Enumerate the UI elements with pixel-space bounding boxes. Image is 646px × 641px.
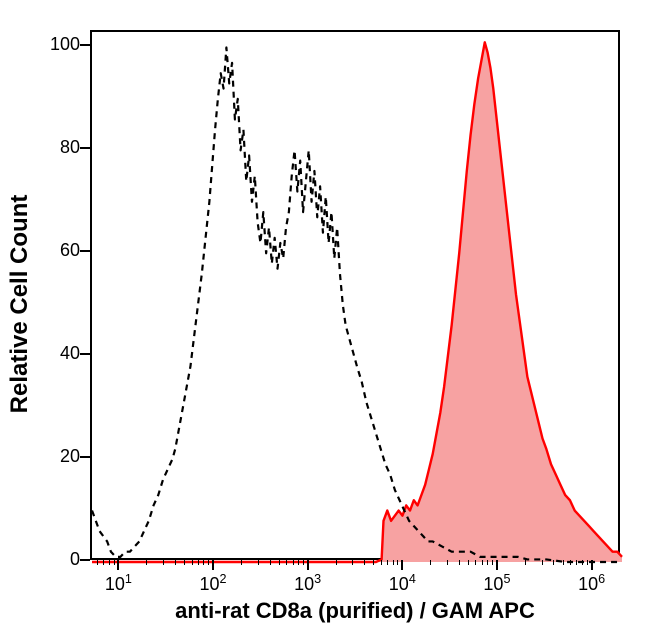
x-tick-mark bbox=[591, 560, 593, 570]
x-minor-tick-mark bbox=[97, 560, 98, 565]
x-minor-tick-mark bbox=[459, 560, 460, 565]
x-tick-label: 103 bbox=[286, 572, 330, 595]
x-minor-tick-mark bbox=[397, 560, 398, 565]
x-minor-tick-mark bbox=[279, 560, 280, 565]
x-tick-mark bbox=[401, 560, 403, 570]
x-minor-tick-mark bbox=[114, 560, 115, 565]
x-tick-mark bbox=[212, 560, 214, 570]
y-tick-mark bbox=[80, 44, 90, 46]
x-minor-tick-mark bbox=[553, 560, 554, 565]
x-minor-tick-mark bbox=[487, 560, 488, 565]
x-minor-tick-mark bbox=[293, 560, 294, 565]
x-minor-tick-mark bbox=[192, 560, 193, 565]
x-minor-tick-mark bbox=[570, 560, 571, 565]
x-minor-tick-mark bbox=[103, 560, 104, 565]
x-minor-tick-mark bbox=[352, 560, 353, 565]
x-minor-tick-mark bbox=[447, 560, 448, 565]
x-tick-label: 105 bbox=[475, 572, 519, 595]
x-minor-tick-mark bbox=[286, 560, 287, 565]
x-minor-tick-mark bbox=[381, 560, 382, 565]
x-minor-tick-mark bbox=[175, 560, 176, 565]
x-minor-tick-mark bbox=[146, 560, 147, 565]
plot-area bbox=[90, 30, 620, 560]
x-minor-tick-mark bbox=[364, 560, 365, 565]
y-tick-mark bbox=[80, 559, 90, 561]
x-minor-tick-mark bbox=[525, 560, 526, 565]
x-minor-tick-mark bbox=[184, 560, 185, 565]
x-tick-mark bbox=[496, 560, 498, 570]
x-tick-mark bbox=[117, 560, 119, 570]
y-tick-label: 0 bbox=[38, 549, 80, 570]
x-tick-mark bbox=[307, 560, 309, 570]
x-tick-label: 101 bbox=[96, 572, 140, 595]
x-minor-tick-mark bbox=[203, 560, 204, 565]
x-minor-tick-mark bbox=[492, 560, 493, 565]
y-tick-mark bbox=[80, 353, 90, 355]
x-minor-tick-mark bbox=[582, 560, 583, 565]
x-tick-label: 106 bbox=[570, 572, 614, 595]
y-axis-label: Relative Cell Count bbox=[6, 194, 34, 414]
y-tick-label: 60 bbox=[38, 240, 80, 261]
flow-cytometry-histogram: Relative Cell Count anti-rat CD8a (purif… bbox=[0, 0, 646, 641]
x-minor-tick-mark bbox=[198, 560, 199, 565]
x-axis-label: anti-rat CD8a (purified) / GAM APC bbox=[90, 598, 620, 624]
x-minor-tick-mark bbox=[258, 560, 259, 565]
x-minor-tick-mark bbox=[208, 560, 209, 565]
x-minor-tick-mark bbox=[482, 560, 483, 565]
y-tick-label: 100 bbox=[38, 34, 80, 55]
x-minor-tick-mark bbox=[298, 560, 299, 565]
y-tick-label: 40 bbox=[38, 343, 80, 364]
x-minor-tick-mark bbox=[468, 560, 469, 565]
x-minor-tick-mark bbox=[109, 560, 110, 565]
y-tick-label: 80 bbox=[38, 137, 80, 158]
x-minor-tick-mark bbox=[303, 560, 304, 565]
y-tick-mark bbox=[80, 250, 90, 252]
y-tick-label: 20 bbox=[38, 446, 80, 467]
y-tick-mark bbox=[80, 147, 90, 149]
x-minor-tick-mark bbox=[373, 560, 374, 565]
series-fill-stained bbox=[92, 42, 622, 562]
x-minor-tick-mark bbox=[336, 560, 337, 565]
x-minor-tick-mark bbox=[163, 560, 164, 565]
x-tick-label: 104 bbox=[380, 572, 424, 595]
y-tick-mark bbox=[80, 456, 90, 458]
x-minor-tick-mark bbox=[587, 560, 588, 565]
x-minor-tick-mark bbox=[430, 560, 431, 565]
x-minor-tick-mark bbox=[270, 560, 271, 565]
x-minor-tick-mark bbox=[475, 560, 476, 565]
x-minor-tick-mark bbox=[241, 560, 242, 565]
x-minor-tick-mark bbox=[563, 560, 564, 565]
histogram-curves bbox=[92, 32, 622, 562]
x-tick-label: 102 bbox=[191, 572, 235, 595]
x-minor-tick-mark bbox=[542, 560, 543, 565]
x-minor-tick-mark bbox=[576, 560, 577, 565]
x-minor-tick-mark bbox=[387, 560, 388, 565]
x-minor-tick-mark bbox=[393, 560, 394, 565]
